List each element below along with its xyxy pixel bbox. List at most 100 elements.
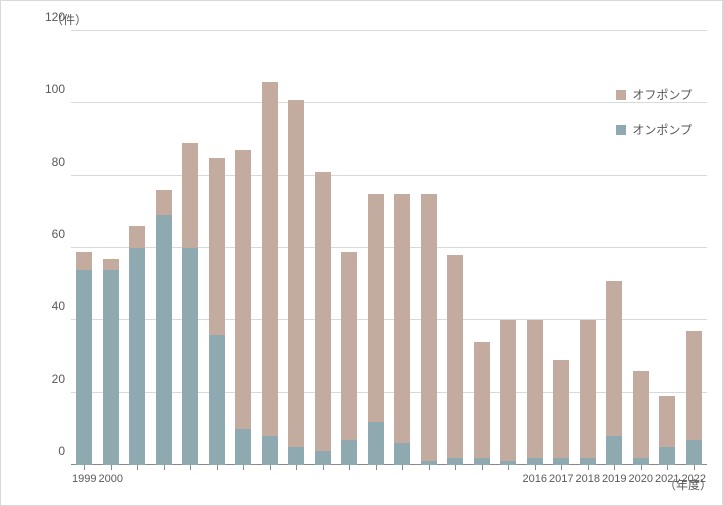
y-tick-label: 100: [41, 82, 65, 96]
x-tick-mark: [270, 465, 271, 470]
bar-segment-on-pump: [527, 458, 543, 465]
bar-group: [394, 194, 410, 465]
bar-group: [633, 371, 649, 465]
x-tick-mark: [561, 465, 562, 470]
chart-container: （件） 020406080100120199920002016201720182…: [0, 0, 723, 506]
bar-group: [103, 259, 119, 465]
x-tick-mark: [137, 465, 138, 470]
x-tick-mark: [217, 465, 218, 470]
bar-segment-off-pump: [235, 150, 251, 428]
y-tick-label: 20: [41, 372, 65, 386]
x-tick-label: 2019: [602, 473, 626, 485]
x-tick-label: 2020: [629, 473, 653, 485]
bar-segment-on-pump: [156, 215, 172, 465]
bar-segment-off-pump: [553, 360, 569, 458]
bar-segment-off-pump: [209, 158, 225, 335]
y-tick-label: 120: [41, 10, 65, 24]
bar-segment-off-pump: [580, 320, 596, 457]
gridline: [71, 102, 707, 103]
bar-segment-on-pump: [76, 270, 92, 465]
x-tick-label: 1999: [72, 473, 96, 485]
bar-group: [421, 194, 437, 465]
bar-segment-off-pump: [527, 320, 543, 457]
bar-group: [447, 255, 463, 465]
x-tick-mark: [111, 465, 112, 470]
bar-segment-off-pump: [368, 194, 384, 422]
bar-segment-off-pump: [76, 252, 92, 270]
x-tick-mark: [243, 465, 244, 470]
bar-segment-off-pump: [394, 194, 410, 444]
bar-segment-on-pump: [686, 440, 702, 465]
legend-item-on-pump: オンポンプ: [616, 121, 692, 138]
bar-group: [527, 320, 543, 465]
x-tick-mark: [349, 465, 350, 470]
y-tick-label: 80: [41, 155, 65, 169]
x-tick-mark: [84, 465, 85, 470]
x-tick-mark: [429, 465, 430, 470]
bar-group: [235, 150, 251, 465]
bar-segment-off-pump: [500, 320, 516, 461]
bar-group: [368, 194, 384, 465]
bar-segment-off-pump: [447, 255, 463, 458]
bar-segment-on-pump: [447, 458, 463, 465]
bar-group: [341, 252, 357, 465]
x-tick-mark: [455, 465, 456, 470]
bar-group: [315, 172, 331, 465]
bar-segment-on-pump: [341, 440, 357, 465]
bar-segment-on-pump: [606, 436, 622, 465]
bar-segment-on-pump: [659, 447, 675, 465]
bar-segment-off-pump: [686, 331, 702, 439]
legend-swatch-on-pump: [616, 125, 626, 135]
bar-group: [553, 360, 569, 465]
x-tick-mark: [323, 465, 324, 470]
x-tick-mark: [694, 465, 695, 470]
bar-segment-off-pump: [341, 252, 357, 440]
y-tick-label: 40: [41, 299, 65, 313]
bar-segment-off-pump: [182, 143, 198, 248]
bar-segment-off-pump: [129, 226, 145, 248]
bar-segment-off-pump: [659, 396, 675, 447]
bar-group: [182, 143, 198, 465]
x-tick-label: 2016: [523, 473, 547, 485]
bar-segment-on-pump: [262, 436, 278, 465]
x-tick-mark: [482, 465, 483, 470]
legend: オフポンプ オンポンプ: [616, 86, 692, 156]
x-tick-mark: [402, 465, 403, 470]
bar-group: [262, 82, 278, 465]
x-axis-unit-label: （年度）: [664, 476, 712, 493]
legend-label-off-pump: オフポンプ: [632, 86, 692, 103]
bar-segment-on-pump: [182, 248, 198, 465]
bar-segment-on-pump: [394, 443, 410, 465]
bar-segment-on-pump: [288, 447, 304, 465]
bar-segment-on-pump: [103, 270, 119, 465]
x-tick-mark: [296, 465, 297, 470]
bar-group: [659, 396, 675, 465]
bar-segment-on-pump: [580, 458, 596, 465]
x-tick-mark: [588, 465, 589, 470]
bar-segment-on-pump: [633, 458, 649, 465]
x-tick-mark: [614, 465, 615, 470]
bar-segment-off-pump: [103, 259, 119, 270]
y-tick-label: 60: [41, 227, 65, 241]
bar-segment-off-pump: [633, 371, 649, 458]
bar-segment-on-pump: [553, 458, 569, 465]
bar-segment-on-pump: [209, 335, 225, 465]
bar-group: [76, 252, 92, 465]
bar-group: [686, 331, 702, 465]
bar-segment-on-pump: [235, 429, 251, 465]
x-tick-mark: [376, 465, 377, 470]
gridline: [71, 175, 707, 176]
x-tick-label: 2017: [549, 473, 573, 485]
bar-group: [129, 226, 145, 465]
x-tick-mark: [190, 465, 191, 470]
x-tick-mark: [164, 465, 165, 470]
x-tick-label: 2018: [576, 473, 600, 485]
bar-segment-off-pump: [606, 281, 622, 437]
bar-segment-off-pump: [156, 190, 172, 215]
bar-segment-on-pump: [129, 248, 145, 465]
bar-segment-off-pump: [421, 194, 437, 462]
bar-segment-off-pump: [262, 82, 278, 436]
legend-item-off-pump: オフポンプ: [616, 86, 692, 103]
bar-group: [156, 190, 172, 465]
x-tick-label: 2000: [99, 473, 123, 485]
